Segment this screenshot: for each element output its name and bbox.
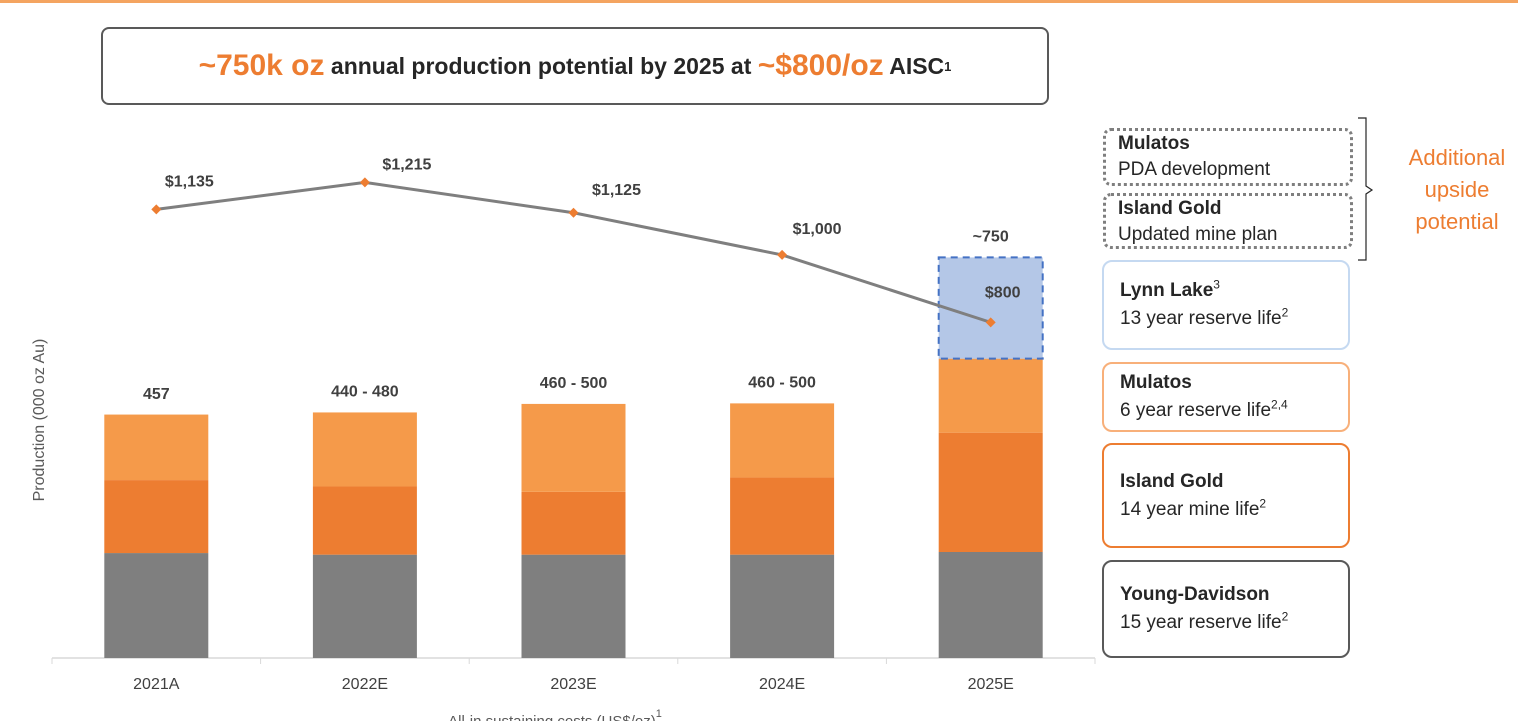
top-rule — [0, 0, 1518, 3]
total-label: 460 - 500 — [540, 375, 608, 392]
footnote-mark: 2 — [1259, 496, 1267, 511]
legend-note: 6 year reserve life — [1120, 400, 1272, 421]
aisc-label: $1,125 — [592, 182, 641, 199]
legend-note: 15 year reserve life — [1120, 612, 1282, 633]
footnote-mark: 1 — [656, 708, 662, 720]
aisc-line — [156, 180, 992, 324]
total-label: 457 — [143, 386, 170, 403]
headline-part: ~750k oz — [198, 49, 325, 82]
bar-segment — [312, 412, 417, 487]
upside-label: Additional upside potential — [1408, 145, 1506, 234]
bar-segment — [730, 554, 835, 658]
bar-segment — [521, 403, 626, 492]
legend-name: Young-Davidson — [1120, 584, 1270, 605]
y2-label-text: All-in sustaining costs (US$/oz) — [448, 713, 656, 721]
bar-segment — [312, 554, 417, 658]
bar-segment — [104, 553, 209, 658]
aisc-label: $800 — [985, 285, 1021, 302]
aisc-label: $1,000 — [793, 221, 842, 238]
legend-note: 14 year mine life — [1120, 498, 1260, 520]
headline-part: annual production potential by 2025 at — [324, 52, 758, 79]
bar-segment — [312, 486, 417, 555]
upside-box: Mulatos PDA development — [1103, 128, 1353, 186]
y-axis-label: Production (000 oz Au) — [31, 339, 48, 502]
bar-segment — [938, 358, 1043, 433]
legend-note: 13 year reserve life — [1120, 308, 1282, 329]
legend-name: Island Gold — [1120, 470, 1224, 492]
upside-name: Island Gold — [1118, 198, 1222, 219]
legend-name: Lynn Lake — [1120, 280, 1214, 301]
aisc-marker — [985, 317, 996, 328]
headline: ~750k oz annual production potential by … — [101, 27, 1049, 105]
footnote-mark: 3 — [1213, 277, 1220, 292]
total-label: 460 - 500 — [748, 375, 816, 392]
aisc-marker — [568, 207, 579, 218]
bar-segment — [521, 554, 626, 658]
total-label: ~750 — [973, 229, 1009, 246]
bar-segment — [104, 414, 209, 481]
headline-part: AISC — [883, 52, 945, 79]
y2-axis-label: All-in sustaining costs (US$/oz)1 — [448, 708, 662, 721]
x-tick-label: 2025E — [968, 676, 1014, 693]
legend-name: Mulatos — [1120, 372, 1192, 393]
bar-segment — [521, 491, 626, 555]
bar-segment — [938, 432, 1043, 552]
aisc-marker — [359, 177, 370, 188]
aisc-marker — [777, 249, 788, 260]
footnote-mark: 2 — [1281, 609, 1289, 624]
x-tick-label: 2024E — [759, 676, 805, 693]
aisc-marker — [151, 204, 162, 215]
x-tick-label: 2022E — [342, 676, 388, 693]
headline-part: ~$800/oz — [757, 49, 884, 82]
legend-box: Lynn Lake3 13 year reserve life2 — [1102, 260, 1350, 350]
footnote-mark: 1 — [944, 58, 952, 74]
bar-segment — [937, 256, 1044, 360]
upside-name: Mulatos — [1118, 133, 1190, 154]
aisc-label: $1,215 — [382, 157, 431, 174]
upside-box: Island Gold Updated mine plan — [1103, 193, 1353, 249]
legend-box: Mulatos 6 year reserve life2,4 — [1102, 362, 1350, 432]
bar-segment — [104, 480, 209, 554]
bar-segment — [730, 477, 835, 555]
legend-box: Island Gold 14 year mine life2 — [1102, 443, 1350, 548]
upside-desc: Updated mine plan — [1118, 224, 1278, 245]
footnote-mark: 2,4 — [1271, 397, 1288, 412]
upside-desc: PDA development — [1118, 159, 1271, 180]
bar-segment — [938, 551, 1043, 658]
legend-box: Young-Davidson 15 year reserve life2 — [1102, 560, 1350, 658]
aisc-label: $1,135 — [165, 174, 214, 191]
bracket — [1358, 117, 1374, 261]
footnote-mark: 2 — [1281, 305, 1289, 320]
x-tick-label: 2023E — [550, 676, 596, 693]
x-tick-label: 2021A — [133, 676, 180, 693]
bar-segment — [730, 403, 835, 478]
total-label: 440 - 480 — [331, 384, 399, 401]
